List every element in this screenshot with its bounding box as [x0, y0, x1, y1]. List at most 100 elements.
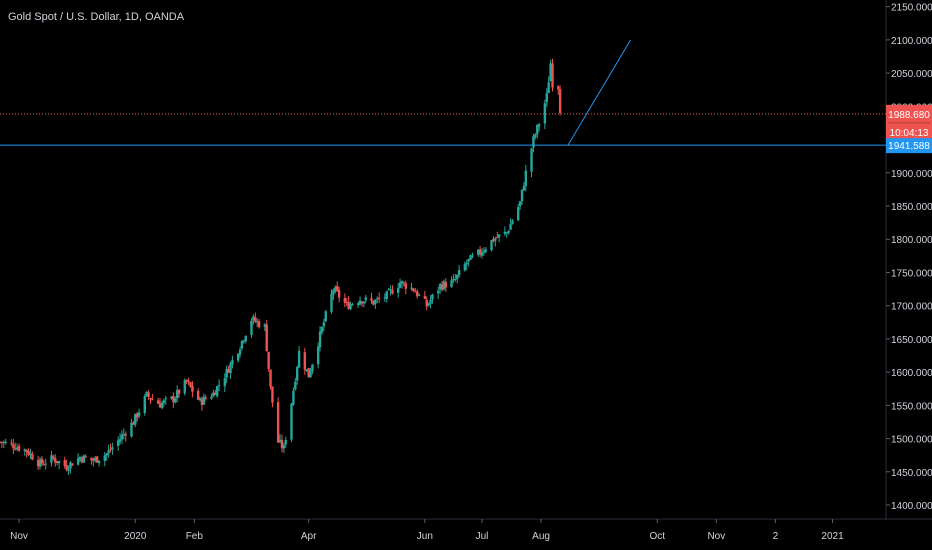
candle-up: [162, 400, 166, 403]
candle-up: [537, 124, 541, 127]
candle-down: [347, 301, 350, 309]
candle-down: [551, 63, 554, 88]
candle-up: [2, 442, 6, 444]
candle-up: [465, 262, 468, 265]
candle-down: [149, 398, 152, 400]
y-tick-label: 1450.000: [891, 468, 932, 479]
candle-down: [416, 291, 419, 297]
candle-down: [147, 392, 150, 397]
candle-down: [492, 238, 495, 242]
candle-up: [217, 384, 221, 386]
candle-down: [36, 459, 40, 467]
candle-down: [440, 284, 444, 290]
candle-down: [204, 397, 207, 399]
candle-up: [324, 311, 327, 322]
candle-up: [309, 371, 312, 378]
candle-down: [404, 283, 408, 289]
candle-down: [156, 400, 160, 404]
candle-up: [240, 340, 244, 349]
candle-down: [269, 369, 272, 387]
candle-up: [111, 447, 114, 450]
candle-down: [54, 458, 57, 463]
candle-down: [27, 450, 30, 455]
candle-up: [471, 255, 474, 257]
candle-up: [436, 290, 440, 294]
candle-up: [524, 170, 528, 187]
y-tick-label: 1700.000: [891, 302, 932, 313]
candle-down: [345, 302, 348, 304]
candle-up: [417, 294, 421, 296]
candle-down: [135, 413, 139, 418]
candle-down: [423, 295, 427, 299]
candle-up: [400, 281, 404, 284]
candle-down: [214, 392, 217, 396]
y-tick-label: 1650.000: [891, 335, 932, 346]
candle-down: [10, 442, 13, 444]
candle-up: [374, 300, 377, 305]
candle-down: [337, 290, 341, 298]
y-tick-label: 1850.000: [891, 202, 932, 213]
candle-down: [172, 396, 175, 403]
x-tick-label: Jun: [417, 531, 433, 542]
candle-up: [120, 434, 124, 440]
candle-down: [12, 444, 15, 449]
candle-up: [263, 324, 267, 327]
candle-up: [82, 455, 86, 463]
candle-up: [69, 462, 72, 469]
candle-down: [412, 288, 415, 291]
candle-up: [202, 396, 206, 405]
candle-up: [175, 390, 179, 399]
candle-down: [25, 449, 28, 452]
candle-up: [107, 450, 110, 454]
candle-up: [429, 299, 432, 304]
candle-down: [402, 282, 406, 284]
candle-up: [318, 331, 322, 348]
candle-up: [130, 422, 133, 437]
candle-down: [55, 461, 59, 463]
candle-down: [95, 456, 99, 463]
y-tick-label: 1550.000: [891, 401, 932, 412]
candle-down: [254, 317, 257, 322]
x-tick-label: Aug: [532, 531, 550, 542]
x-tick-label: Jul: [476, 531, 489, 542]
candle-up: [396, 287, 400, 293]
candle-up: [503, 231, 507, 234]
candle-up: [454, 278, 457, 280]
candle-up: [278, 439, 282, 442]
candle-up: [507, 230, 510, 233]
bar-countdown-label: 10:04:13: [890, 128, 929, 139]
candle-down: [360, 301, 364, 304]
candle-up: [50, 455, 53, 463]
candle-up: [67, 469, 70, 471]
candle-down: [257, 321, 261, 328]
candle-down: [109, 448, 112, 450]
candle-down: [280, 440, 284, 449]
candle-up: [282, 445, 286, 449]
candle-up: [23, 449, 26, 452]
candle-up: [215, 386, 219, 397]
candle-up: [244, 335, 247, 342]
candle-down: [496, 237, 499, 239]
candle-up: [522, 186, 526, 191]
candle-up: [236, 353, 240, 361]
candle-up: [160, 402, 164, 409]
candle-up: [210, 397, 213, 399]
candle-up: [212, 392, 215, 397]
candle-up: [356, 303, 360, 306]
horizontal-line-label: 1941.588: [888, 141, 930, 152]
candle-up: [305, 369, 308, 371]
candle-up: [294, 381, 297, 390]
y-tick-label: 1750.000: [891, 268, 932, 279]
candle-up: [463, 264, 467, 271]
candle-down: [80, 457, 84, 462]
candle-down: [444, 281, 448, 288]
candle-up: [534, 134, 537, 137]
candle-down: [0, 441, 2, 443]
candle-up: [44, 463, 47, 465]
candle-down: [63, 460, 66, 466]
candle-down: [65, 464, 68, 470]
x-tick-label: 2021: [821, 531, 844, 542]
candle-down: [189, 382, 192, 387]
candle-up: [497, 234, 501, 238]
